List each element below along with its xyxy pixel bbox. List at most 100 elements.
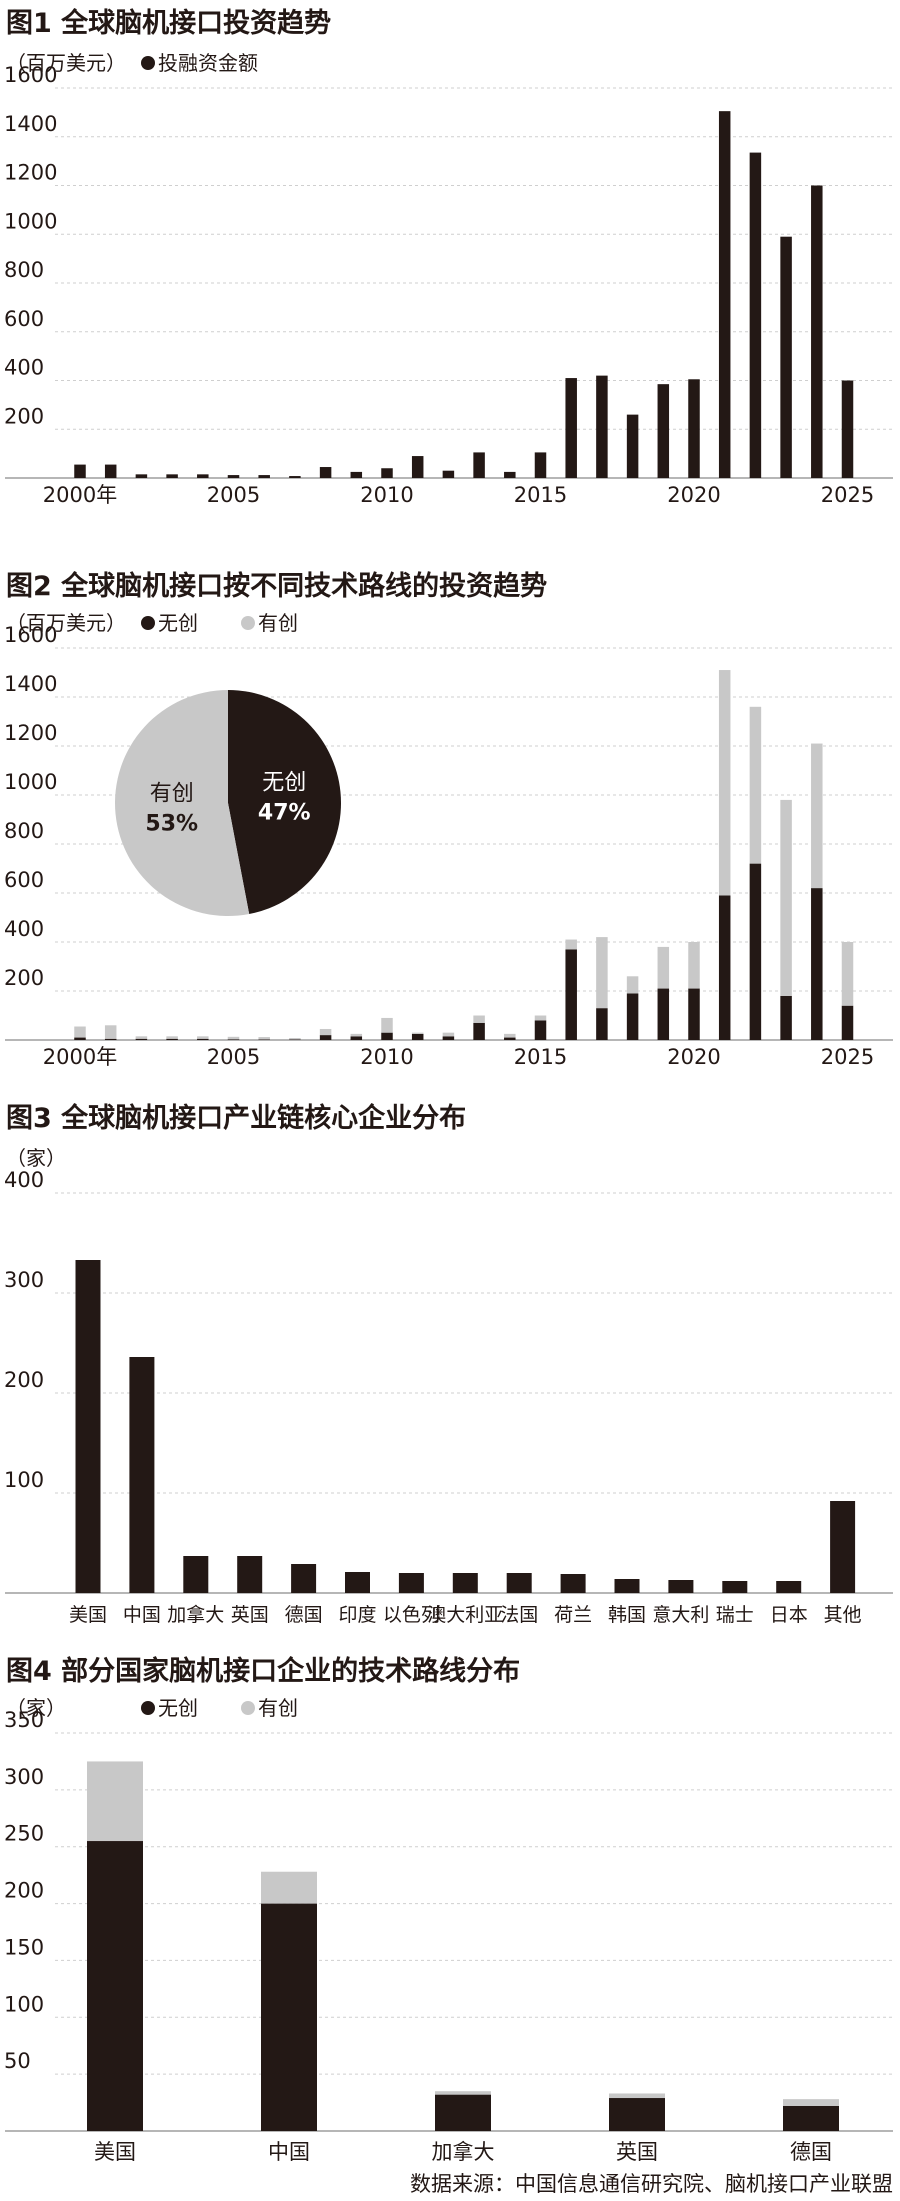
legend-label: 无创 (158, 1696, 198, 1720)
category-label: 美国 (69, 1604, 107, 1626)
bar (626, 414, 639, 478)
bar (841, 380, 854, 478)
category-label: 荷兰 (554, 1604, 592, 1626)
bar (718, 111, 731, 478)
unit-label: （百万美元） (6, 51, 126, 75)
y-tick-label: 200 (4, 966, 44, 990)
legend-swatch (241, 1701, 255, 1715)
category-label: 美国 (94, 2140, 136, 2164)
bar (442, 470, 455, 478)
y-tick-label: 1200 (4, 721, 57, 745)
legend-swatch (141, 616, 155, 630)
category-label: 印度 (338, 1604, 376, 1626)
unit-label: （家） (6, 1146, 66, 1170)
x-tick-label: 2025 (821, 1045, 874, 1069)
bar-有创 (258, 1037, 270, 1040)
y-tick-label: 400 (4, 356, 44, 380)
bar (749, 152, 762, 478)
bar (780, 236, 792, 478)
bar (166, 474, 178, 478)
bar (381, 468, 393, 478)
bar (135, 474, 148, 478)
bar-无创 (473, 1022, 485, 1040)
bar-有创 (435, 2091, 491, 2095)
bar-有创 (227, 1036, 240, 1040)
y-tick-label: 300 (4, 1268, 44, 1292)
bar-有创 (783, 2099, 839, 2106)
bar-有创 (688, 942, 700, 989)
y-tick-label: 200 (4, 1879, 44, 1903)
bar (452, 1573, 478, 1593)
legend-swatch (141, 1701, 155, 1715)
y-tick-label: 400 (4, 1168, 44, 1192)
category-label: 中国 (123, 1604, 161, 1626)
x-tick-label: 2015 (514, 1045, 567, 1069)
category-label: 瑞士 (716, 1604, 754, 1626)
legend-swatch (241, 616, 255, 630)
bar (776, 1581, 802, 1593)
x-tick-label: 2010 (360, 1045, 413, 1069)
chart-2: 图2 全球脑机接口按不同技术路线的投资趋势（百万美元） 无创 有创200400600… (4, 570, 893, 1069)
bar-无创 (811, 888, 823, 1040)
bar (291, 1564, 317, 1593)
bar-有创 (473, 1015, 485, 1023)
bar-有创 (565, 939, 577, 950)
bar (345, 1572, 370, 1593)
bar (614, 1579, 640, 1593)
category-label: 英国 (616, 2140, 658, 2164)
y-tick-label: 200 (4, 404, 44, 428)
bar (74, 464, 86, 478)
bar-有创 (596, 937, 608, 1009)
y-tick-label: 100 (4, 1992, 44, 2016)
bar-无创 (657, 988, 670, 1040)
bar-无创 (135, 1038, 148, 1040)
bar (398, 1573, 424, 1593)
unit-label: （百万美元） (6, 611, 126, 635)
y-tick-label: 1400 (4, 112, 57, 136)
unit-label: （家） (6, 1696, 66, 1720)
bar-无创 (688, 988, 700, 1040)
y-tick-label: 350 (4, 1708, 44, 1732)
x-tick-label: 2025 (821, 483, 874, 507)
category-label: 以色列 (383, 1604, 440, 1626)
chart-title: 图4 部分国家脑机接口企业的技术路线分布 (6, 1655, 520, 1687)
bar-有创 (350, 1033, 363, 1037)
bar (722, 1581, 748, 1593)
y-tick-label: 300 (4, 1765, 44, 1789)
category-label: 德国 (285, 1604, 323, 1626)
bar-有创 (534, 1015, 547, 1021)
bar (811, 185, 823, 478)
bar-有创 (197, 1036, 209, 1039)
source-note: 数据来源：中国信息通信研究院、脑机接口产业联盟 (410, 2172, 893, 2196)
y-tick-label: 800 (4, 819, 44, 843)
y-tick-label: 400 (4, 917, 44, 941)
category-label: 意大利 (652, 1604, 709, 1626)
bar-有创 (87, 1761, 143, 1842)
bar-有创 (609, 2093, 665, 2099)
x-tick-label: 2015 (514, 483, 567, 507)
bar-有创 (780, 799, 792, 996)
bar-有创 (718, 670, 731, 896)
legend-label: 有创 (258, 1696, 298, 1720)
chart-title: 图2 全球脑机接口按不同技术路线的投资趋势 (6, 570, 547, 602)
bar-无创 (261, 1903, 317, 2131)
bar (688, 379, 700, 478)
category-label: 日本 (770, 1604, 808, 1626)
category-label: 韩国 (608, 1604, 646, 1626)
bar-无创 (87, 1841, 143, 2131)
bar-无创 (435, 2094, 491, 2131)
bar-无创 (841, 1005, 854, 1040)
y-tick-label: 1400 (4, 672, 57, 696)
bar-有创 (504, 1033, 516, 1038)
bar-有创 (319, 1028, 332, 1036)
y-tick-label: 200 (4, 1368, 44, 1392)
x-tick-label: 2010 (360, 483, 413, 507)
bar-有创 (135, 1036, 148, 1039)
y-tick-label: 1000 (4, 209, 57, 233)
legend-label: 无创 (158, 611, 198, 635)
bar (104, 464, 117, 478)
bar (596, 375, 608, 478)
bar-无创 (442, 1036, 455, 1040)
chart-1: 图1 全球脑机接口投资趋势 （百万美元） 投融资金额 200 400 600 800 1000… (4, 7, 893, 507)
category-label: 法国 (500, 1604, 538, 1626)
